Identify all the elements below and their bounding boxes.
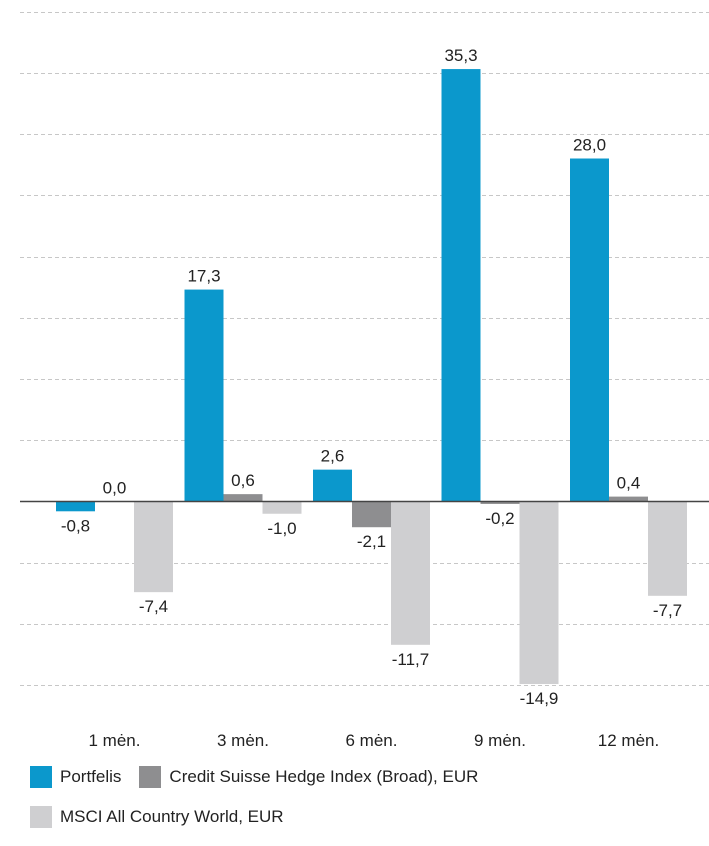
data-label-msci: -11,7 bbox=[392, 650, 430, 669]
data-label-msci: -14,9 bbox=[520, 689, 559, 708]
bar-portfelis bbox=[441, 69, 481, 502]
bar-credit-suisse bbox=[480, 501, 520, 504]
legend: Portfelis Credit Suisse Hedge Index (Bro… bbox=[30, 766, 700, 846]
data-label-credit-suisse: 0,4 bbox=[617, 474, 641, 493]
category-label: 9 mėn. bbox=[474, 731, 526, 750]
category-label: 3 mėn. bbox=[217, 731, 269, 750]
bar-msci bbox=[391, 501, 430, 645]
legend-row-2: MSCI All Country World, EUR bbox=[30, 806, 700, 828]
data-label-portfelis: 35,3 bbox=[444, 46, 477, 65]
data-label-credit-suisse: -2,1 bbox=[357, 532, 386, 551]
bar-credit-suisse bbox=[352, 501, 391, 528]
legend-item-credit-suisse: Credit Suisse Hedge Index (Broad), EUR bbox=[139, 766, 478, 788]
data-label-msci: -7,4 bbox=[139, 597, 168, 616]
data-label-portfelis: 17,3 bbox=[187, 267, 220, 286]
legend-label-credit-suisse: Credit Suisse Hedge Index (Broad), EUR bbox=[169, 767, 479, 786]
data-label-credit-suisse: -0,2 bbox=[485, 509, 514, 528]
data-label-portfelis: -0,8 bbox=[61, 516, 90, 535]
bar-portfelis bbox=[313, 469, 352, 502]
bar-msci bbox=[134, 501, 173, 593]
legend-item-portfelis: Portfelis bbox=[30, 766, 121, 788]
legend-label-msci: MSCI All Country World, EUR bbox=[60, 807, 284, 826]
data-label-portfelis: 2,6 bbox=[321, 447, 345, 466]
legend-swatch-msci bbox=[30, 806, 52, 828]
bar-portfelis bbox=[570, 158, 609, 502]
data-label-credit-suisse: 0,0 bbox=[103, 479, 127, 498]
bar-portfelis bbox=[184, 289, 224, 502]
bar-msci bbox=[519, 501, 559, 685]
data-label-msci: -1,0 bbox=[267, 519, 296, 538]
legend-row-1: Portfelis Credit Suisse Hedge Index (Bro… bbox=[30, 766, 700, 788]
legend-label-portfelis: Portfelis bbox=[60, 767, 122, 786]
legend-item-msci: MSCI All Country World, EUR bbox=[30, 806, 284, 828]
data-label-portfelis: 28,0 bbox=[573, 136, 606, 155]
bar-msci bbox=[648, 501, 687, 596]
bar-credit-suisse bbox=[223, 494, 263, 502]
category-label: 1 mėn. bbox=[89, 731, 141, 750]
bar-msci bbox=[262, 501, 302, 514]
data-label-msci: -7,7 bbox=[653, 601, 682, 620]
bar-chart: -0,8 0,0 -7,4 1 mėn. 17,3 0,6 -1,0 3 mėn. 2,6 -2,… bbox=[20, 12, 709, 750]
category-label: 6 mėn. bbox=[346, 731, 398, 750]
legend-swatch-credit-suisse bbox=[139, 766, 162, 788]
bar-portfelis bbox=[56, 501, 95, 512]
category-label: 12 mėn. bbox=[598, 731, 659, 750]
legend-swatch-portfelis bbox=[30, 766, 52, 788]
bar-credit-suisse bbox=[609, 496, 648, 502]
data-label-credit-suisse: 0,6 bbox=[231, 471, 255, 490]
